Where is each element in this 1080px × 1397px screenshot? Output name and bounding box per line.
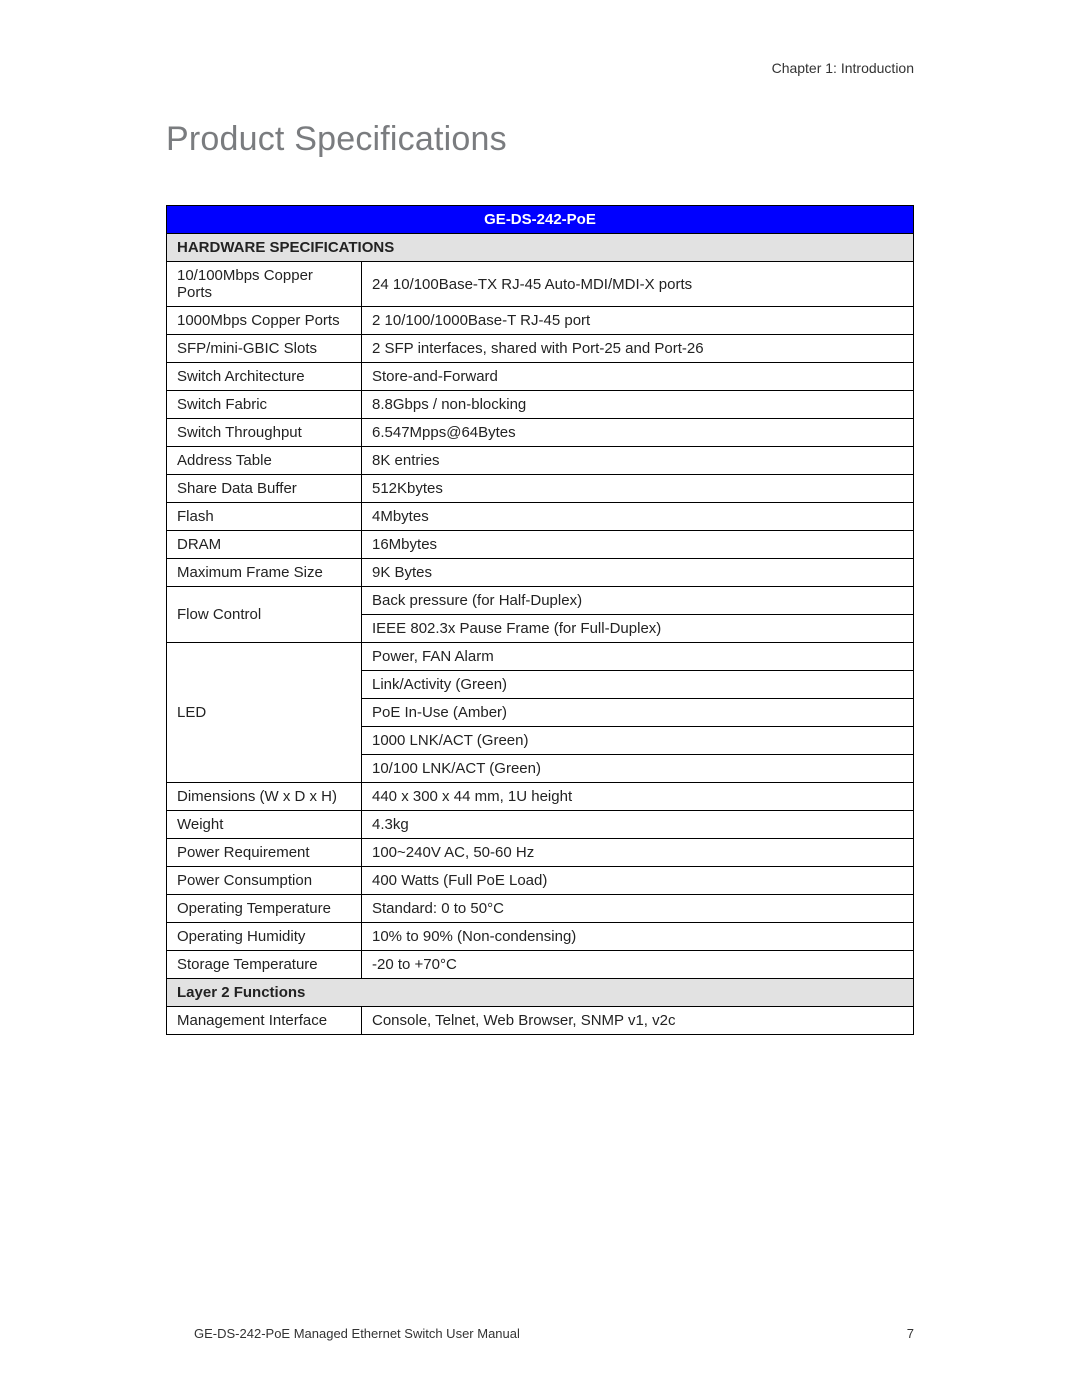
spec-value: 24 10/100Base-TX RJ-45 Auto-MDI/MDI-X po… bbox=[362, 262, 914, 307]
spec-label: Switch Architecture bbox=[167, 363, 362, 391]
table-section-title: Layer 2 Functions bbox=[167, 979, 914, 1007]
spec-label: Power Requirement bbox=[167, 839, 362, 867]
page-title: Product Specifications bbox=[166, 120, 914, 159]
spec-value: 16Mbytes bbox=[362, 531, 914, 559]
spec-value: 440 x 300 x 44 mm, 1U height bbox=[362, 783, 914, 811]
spec-value: 2 SFP interfaces, shared with Port-25 an… bbox=[362, 335, 914, 363]
table-row: Switch Fabric8.8Gbps / non-blocking bbox=[167, 391, 914, 419]
table-row: Switch Throughput6.547Mpps@64Bytes bbox=[167, 419, 914, 447]
chapter-label: Chapter 1: Introduction bbox=[772, 60, 914, 76]
spec-value: 400 Watts (Full PoE Load) bbox=[362, 867, 914, 895]
spec-label: 10/100Mbps Copper Ports bbox=[167, 262, 362, 307]
spec-value: Power, FAN Alarm bbox=[362, 643, 914, 671]
spec-value: 10/100 LNK/ACT (Green) bbox=[362, 755, 914, 783]
table-model-header: GE-DS-242-PoE bbox=[167, 206, 914, 234]
page: Chapter 1: Introduction Product Specific… bbox=[0, 0, 1080, 1397]
table-row: Switch ArchitectureStore-and-Forward bbox=[167, 363, 914, 391]
spec-label: 1000Mbps Copper Ports bbox=[167, 307, 362, 335]
page-footer: GE-DS-242-PoE Managed Ethernet Switch Us… bbox=[194, 1326, 914, 1341]
table-row: Address Table8K entries bbox=[167, 447, 914, 475]
spec-label: Share Data Buffer bbox=[167, 475, 362, 503]
table-row: DRAM16Mbytes bbox=[167, 531, 914, 559]
spec-value: Console, Telnet, Web Browser, SNMP v1, v… bbox=[362, 1007, 914, 1035]
table-row: Flash4Mbytes bbox=[167, 503, 914, 531]
table-row: Flow ControlBack pressure (for Half-Dupl… bbox=[167, 587, 914, 615]
spec-value: 512Kbytes bbox=[362, 475, 914, 503]
spec-label: Dimensions (W x D x H) bbox=[167, 783, 362, 811]
table-row: Power Consumption400 Watts (Full PoE Loa… bbox=[167, 867, 914, 895]
table-row: Weight4.3kg bbox=[167, 811, 914, 839]
table-row: Storage Temperature-20 to +70°C bbox=[167, 951, 914, 979]
spec-value: Standard: 0 to 50°C bbox=[362, 895, 914, 923]
footer-left-text: GE-DS-242-PoE Managed Ethernet Switch Us… bbox=[194, 1326, 520, 1341]
table-row: 1000Mbps Copper Ports2 10/100/1000Base-T… bbox=[167, 307, 914, 335]
spec-value: 1000 LNK/ACT (Green) bbox=[362, 727, 914, 755]
spec-label: Switch Fabric bbox=[167, 391, 362, 419]
spec-table: GE-DS-242-PoE HARDWARE SPECIFICATIONS10/… bbox=[166, 205, 914, 1035]
spec-value: Back pressure (for Half-Duplex) bbox=[362, 587, 914, 615]
table-row: Dimensions (W x D x H)440 x 300 x 44 mm,… bbox=[167, 783, 914, 811]
spec-label: Operating Temperature bbox=[167, 895, 362, 923]
table-row: Share Data Buffer512Kbytes bbox=[167, 475, 914, 503]
spec-label: Flash bbox=[167, 503, 362, 531]
spec-value: Store-and-Forward bbox=[362, 363, 914, 391]
spec-label: Switch Throughput bbox=[167, 419, 362, 447]
spec-label: Address Table bbox=[167, 447, 362, 475]
spec-value: 100~240V AC, 50-60 Hz bbox=[362, 839, 914, 867]
spec-label: Power Consumption bbox=[167, 867, 362, 895]
table-row: Operating Humidity10% to 90% (Non-conden… bbox=[167, 923, 914, 951]
spec-value: 9K Bytes bbox=[362, 559, 914, 587]
spec-value: 4Mbytes bbox=[362, 503, 914, 531]
table-row: SFP/mini-GBIC Slots2 SFP interfaces, sha… bbox=[167, 335, 914, 363]
spec-label: DRAM bbox=[167, 531, 362, 559]
spec-table-body: GE-DS-242-PoE HARDWARE SPECIFICATIONS10/… bbox=[167, 206, 914, 1035]
table-row: Maximum Frame Size9K Bytes bbox=[167, 559, 914, 587]
spec-value: IEEE 802.3x Pause Frame (for Full-Duplex… bbox=[362, 615, 914, 643]
footer-page-number: 7 bbox=[907, 1326, 914, 1341]
table-row: Power Requirement100~240V AC, 50-60 Hz bbox=[167, 839, 914, 867]
spec-label: LED bbox=[167, 643, 362, 783]
table-row: Operating TemperatureStandard: 0 to 50°C bbox=[167, 895, 914, 923]
spec-label: Management Interface bbox=[167, 1007, 362, 1035]
spec-value: 8K entries bbox=[362, 447, 914, 475]
spec-value: -20 to +70°C bbox=[362, 951, 914, 979]
spec-value: 8.8Gbps / non-blocking bbox=[362, 391, 914, 419]
spec-label: Storage Temperature bbox=[167, 951, 362, 979]
spec-value: 6.547Mpps@64Bytes bbox=[362, 419, 914, 447]
table-section-header: HARDWARE SPECIFICATIONS bbox=[167, 234, 914, 262]
table-row: Management InterfaceConsole, Telnet, Web… bbox=[167, 1007, 914, 1035]
spec-value: 2 10/100/1000Base-T RJ-45 port bbox=[362, 307, 914, 335]
spec-value: 10% to 90% (Non-condensing) bbox=[362, 923, 914, 951]
spec-label: SFP/mini-GBIC Slots bbox=[167, 335, 362, 363]
spec-label: Weight bbox=[167, 811, 362, 839]
spec-value: PoE In-Use (Amber) bbox=[362, 699, 914, 727]
table-row: 10/100Mbps Copper Ports24 10/100Base-TX … bbox=[167, 262, 914, 307]
spec-label: Maximum Frame Size bbox=[167, 559, 362, 587]
spec-label: Operating Humidity bbox=[167, 923, 362, 951]
spec-value: 4.3kg bbox=[362, 811, 914, 839]
table-section-header: Layer 2 Functions bbox=[167, 979, 914, 1007]
table-section-title: HARDWARE SPECIFICATIONS bbox=[167, 234, 914, 262]
table-model-cell: GE-DS-242-PoE bbox=[167, 206, 914, 234]
table-row: LEDPower, FAN Alarm bbox=[167, 643, 914, 671]
spec-label: Flow Control bbox=[167, 587, 362, 643]
spec-value: Link/Activity (Green) bbox=[362, 671, 914, 699]
